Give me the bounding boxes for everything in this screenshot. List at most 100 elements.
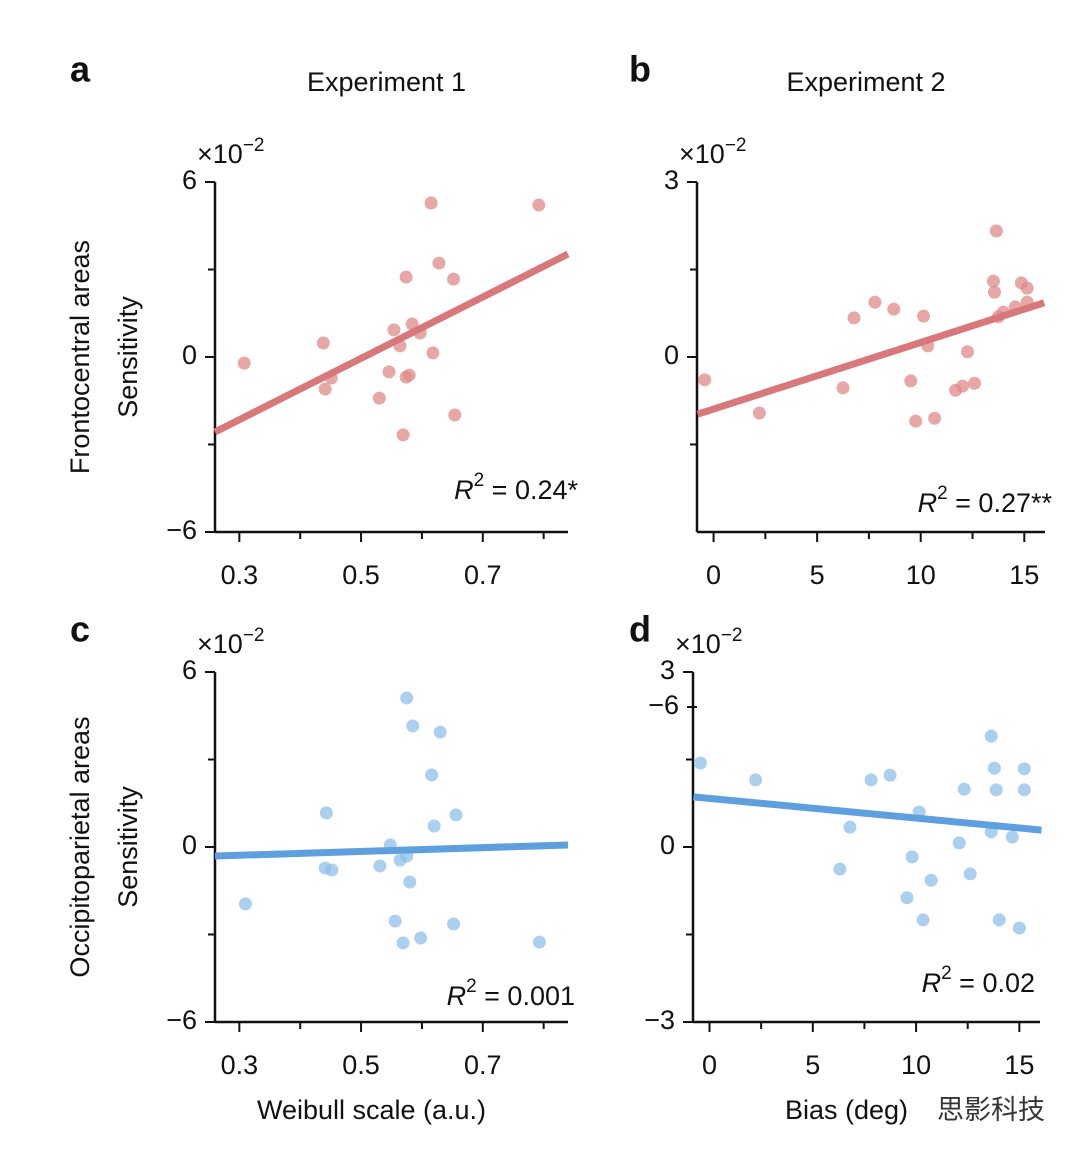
- r2-exponent: 2: [466, 976, 477, 997]
- y-tick-label: 6: [182, 165, 197, 195]
- scatter-point: [432, 256, 446, 270]
- scatter-point: [928, 411, 942, 425]
- scatter-point: [426, 346, 440, 360]
- scatter-point: [399, 270, 413, 284]
- scatter-point: [864, 773, 878, 787]
- scatter-point: [752, 406, 766, 420]
- scatter-point: [917, 309, 931, 323]
- y-scale-exponent: −2: [721, 625, 743, 646]
- scatter-point: [532, 198, 546, 212]
- y-tick-label: 0: [664, 340, 679, 370]
- row-label: Frontocentral areas: [65, 240, 95, 474]
- y-scale-exponent: −2: [725, 135, 747, 156]
- scatter-point: [1020, 281, 1034, 295]
- x-tick-label: 5: [810, 560, 825, 590]
- scatter-point: [909, 414, 923, 428]
- scatter-point: [1012, 921, 1026, 935]
- x-tick-label: 15: [1004, 1050, 1034, 1080]
- scatter-point: [952, 836, 966, 850]
- scatter-point: [448, 408, 462, 422]
- scatter-point: [900, 891, 914, 905]
- y-tick-label: −3: [644, 1005, 675, 1035]
- scatter-point: [237, 356, 251, 370]
- scatter-point: [836, 381, 850, 395]
- scatter-point: [986, 274, 1000, 288]
- scatter-point: [961, 345, 975, 359]
- scatter-point: [382, 365, 396, 379]
- scatter-point: [433, 725, 447, 739]
- y-tick-label: 6: [182, 655, 197, 685]
- y-scale-base: ×10: [197, 629, 243, 659]
- r2-exponent: 2: [937, 483, 948, 504]
- y-tick-label: −6: [648, 690, 679, 720]
- x-tick-label: 0.5: [342, 1050, 380, 1080]
- scatter-point: [388, 914, 402, 928]
- y-tick-label: 3: [664, 165, 679, 195]
- panel-label: b: [629, 49, 651, 90]
- scatter-point: [447, 272, 461, 286]
- scatter-point: [992, 913, 1006, 927]
- r2-annotation: R2 = 0.24*: [454, 470, 578, 505]
- scatter-point: [905, 850, 919, 864]
- r2-symbol: R: [922, 968, 942, 998]
- scatter-point: [833, 862, 847, 876]
- scatter-point: [968, 376, 982, 390]
- x-tick-label: 15: [1009, 560, 1039, 590]
- scatter-point: [904, 374, 918, 388]
- scatter-point: [325, 863, 339, 877]
- r2-exponent: 2: [474, 470, 485, 491]
- r2-symbol: R: [447, 981, 467, 1011]
- scatter-point: [749, 773, 763, 787]
- y-scale-label: ×10−2: [197, 625, 264, 659]
- scatter-point: [1017, 762, 1031, 776]
- scatter-point: [989, 224, 1003, 238]
- panel-label: c: [70, 609, 90, 650]
- y-tick-label: 0: [660, 830, 675, 860]
- scatter-point: [847, 311, 861, 325]
- fit-line: [693, 793, 1042, 834]
- scatter-point: [956, 379, 970, 393]
- x-tick-label: 10: [901, 1050, 931, 1080]
- scatter-point: [238, 897, 252, 911]
- x-tick-label: 10: [906, 560, 936, 590]
- y-tick-label: 0: [182, 830, 197, 860]
- scatter-point: [396, 428, 410, 442]
- fit-line: [213, 250, 570, 436]
- scatter-point: [427, 819, 441, 833]
- scatter-point: [532, 935, 546, 949]
- scatter-point: [963, 867, 977, 881]
- scatter-point: [693, 756, 707, 770]
- x-axis-label: Bias (deg): [785, 1095, 908, 1125]
- y-scale-exponent: −2: [243, 625, 265, 646]
- r2-text: = 0.001: [477, 981, 575, 1011]
- scatter-point: [318, 382, 332, 396]
- scatter-point: [372, 391, 386, 405]
- scatter-point: [387, 323, 401, 337]
- scatter-point: [414, 931, 428, 945]
- scatter-point: [989, 783, 1003, 797]
- y-tick-label: −6: [166, 1005, 197, 1035]
- scatter-point: [957, 782, 971, 796]
- scatter-point: [425, 768, 439, 782]
- y-scale-base: ×10: [675, 629, 721, 659]
- scatter-point: [924, 873, 938, 887]
- scatter-point: [868, 295, 882, 309]
- panel-label: d: [629, 609, 651, 650]
- x-tick-label: 0.7: [464, 560, 502, 590]
- r2-annotation: R2 = 0.02: [922, 963, 1035, 998]
- y-scale-label: ×10−2: [675, 625, 742, 659]
- scatter-point: [987, 285, 1001, 299]
- scatter-point: [396, 936, 410, 950]
- y-tick-label: 3: [660, 655, 675, 685]
- scatter-point: [916, 913, 930, 927]
- x-tick-label: 0: [706, 560, 721, 590]
- y-scale-base: ×10: [679, 139, 725, 169]
- r2-symbol: R: [454, 475, 474, 505]
- scatter-point: [424, 196, 438, 210]
- r2-text: = 0.24*: [484, 475, 578, 505]
- x-axis-label: Weibull scale (a.u.): [257, 1095, 486, 1125]
- r2-annotation: R2 = 0.001: [447, 976, 575, 1011]
- y-axis-label: Sensitivity: [113, 296, 143, 418]
- r2-exponent: 2: [941, 963, 952, 984]
